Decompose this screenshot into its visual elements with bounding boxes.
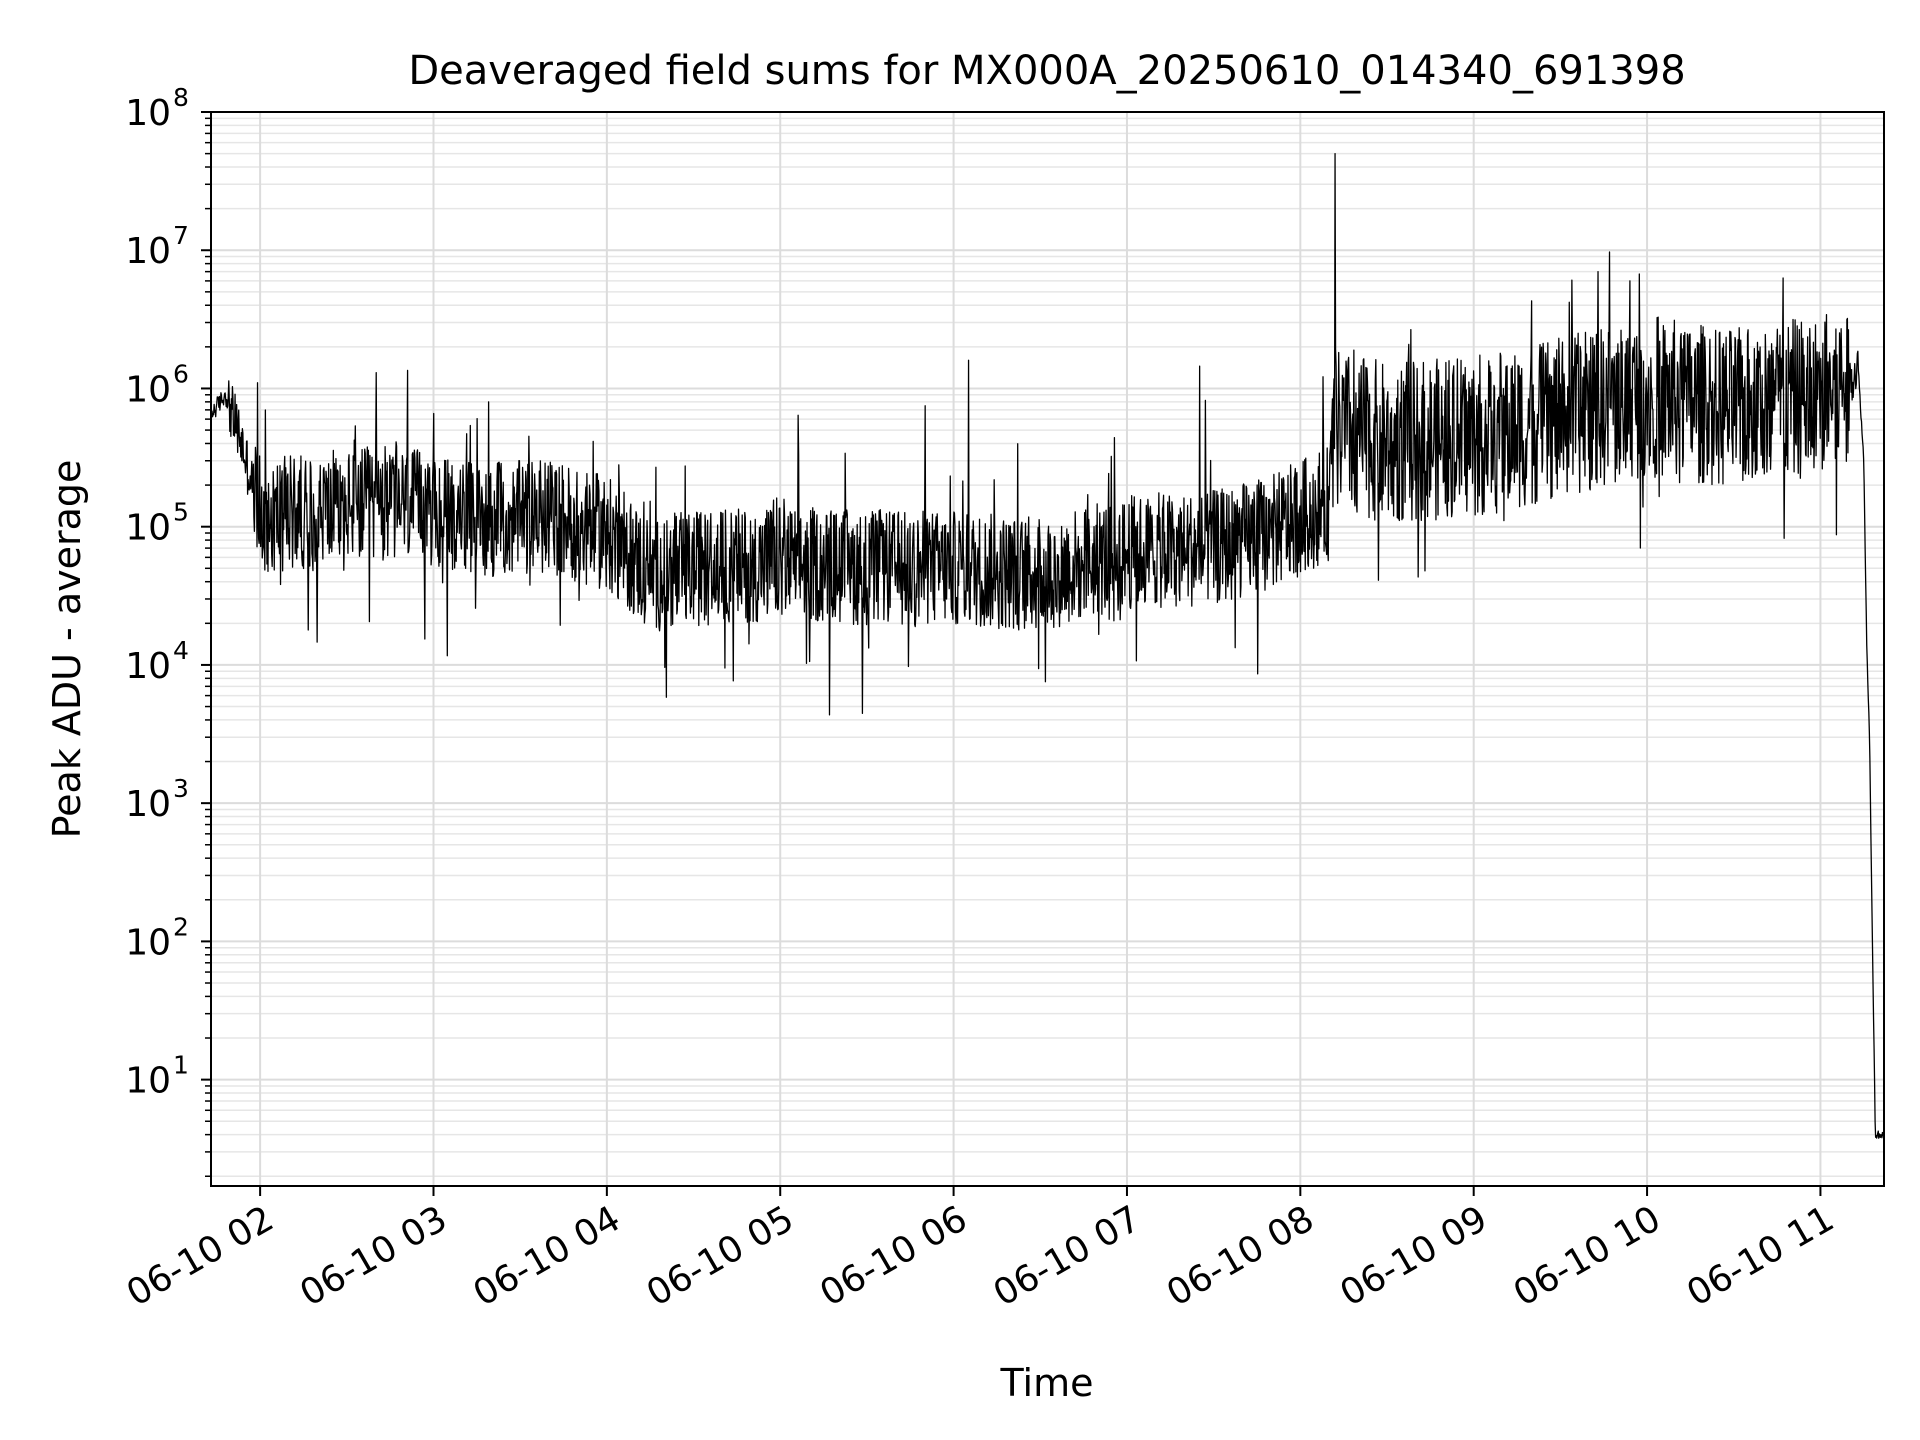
y-tick-label-base: 10 [125,922,171,963]
y-tick-label-exponent: 7 [173,221,189,250]
y-tick-label-exponent: 2 [173,912,189,941]
y-tick-label: 10 5 [125,498,189,549]
y-axis-label: Peak ADU - average [45,460,89,839]
y-tick-label: 10 6 [125,359,189,410]
y-tick-label-base: 10 [125,369,171,410]
series-line [210,152,1885,1139]
y-tick-label-exponent: 3 [173,774,189,803]
y-tick-label-base: 10 [125,93,171,134]
y-tick-label-base: 10 [125,508,171,549]
chart-title: Deaveraged field sums for MX000A_2025061… [408,48,1685,94]
y-tick-label-exponent: 8 [173,83,189,112]
grid-minor [205,117,1884,1177]
y-tick-label: 10 7 [125,221,189,272]
y-tick-label-base: 10 [125,646,171,687]
y-tick-label: 10 2 [125,912,189,963]
x-axis-label: Time [1000,1361,1094,1405]
y-tick-label: 10 4 [125,636,189,687]
y-tick-label-base: 10 [125,231,171,272]
y-tick-label-exponent: 5 [173,498,189,527]
y-tick-label-exponent: 6 [173,359,189,388]
y-tick-label: 10 1 [125,1051,189,1102]
y-tick-label-exponent: 4 [173,636,189,665]
plot-frame [210,111,1885,1187]
y-tick-label-exponent: 1 [173,1051,189,1080]
y-tick-label: 10 3 [125,774,189,825]
y-tick-label: 10 8 [125,83,189,134]
y-tick-label-base: 10 [125,1061,171,1102]
y-tick-label-base: 10 [125,784,171,825]
